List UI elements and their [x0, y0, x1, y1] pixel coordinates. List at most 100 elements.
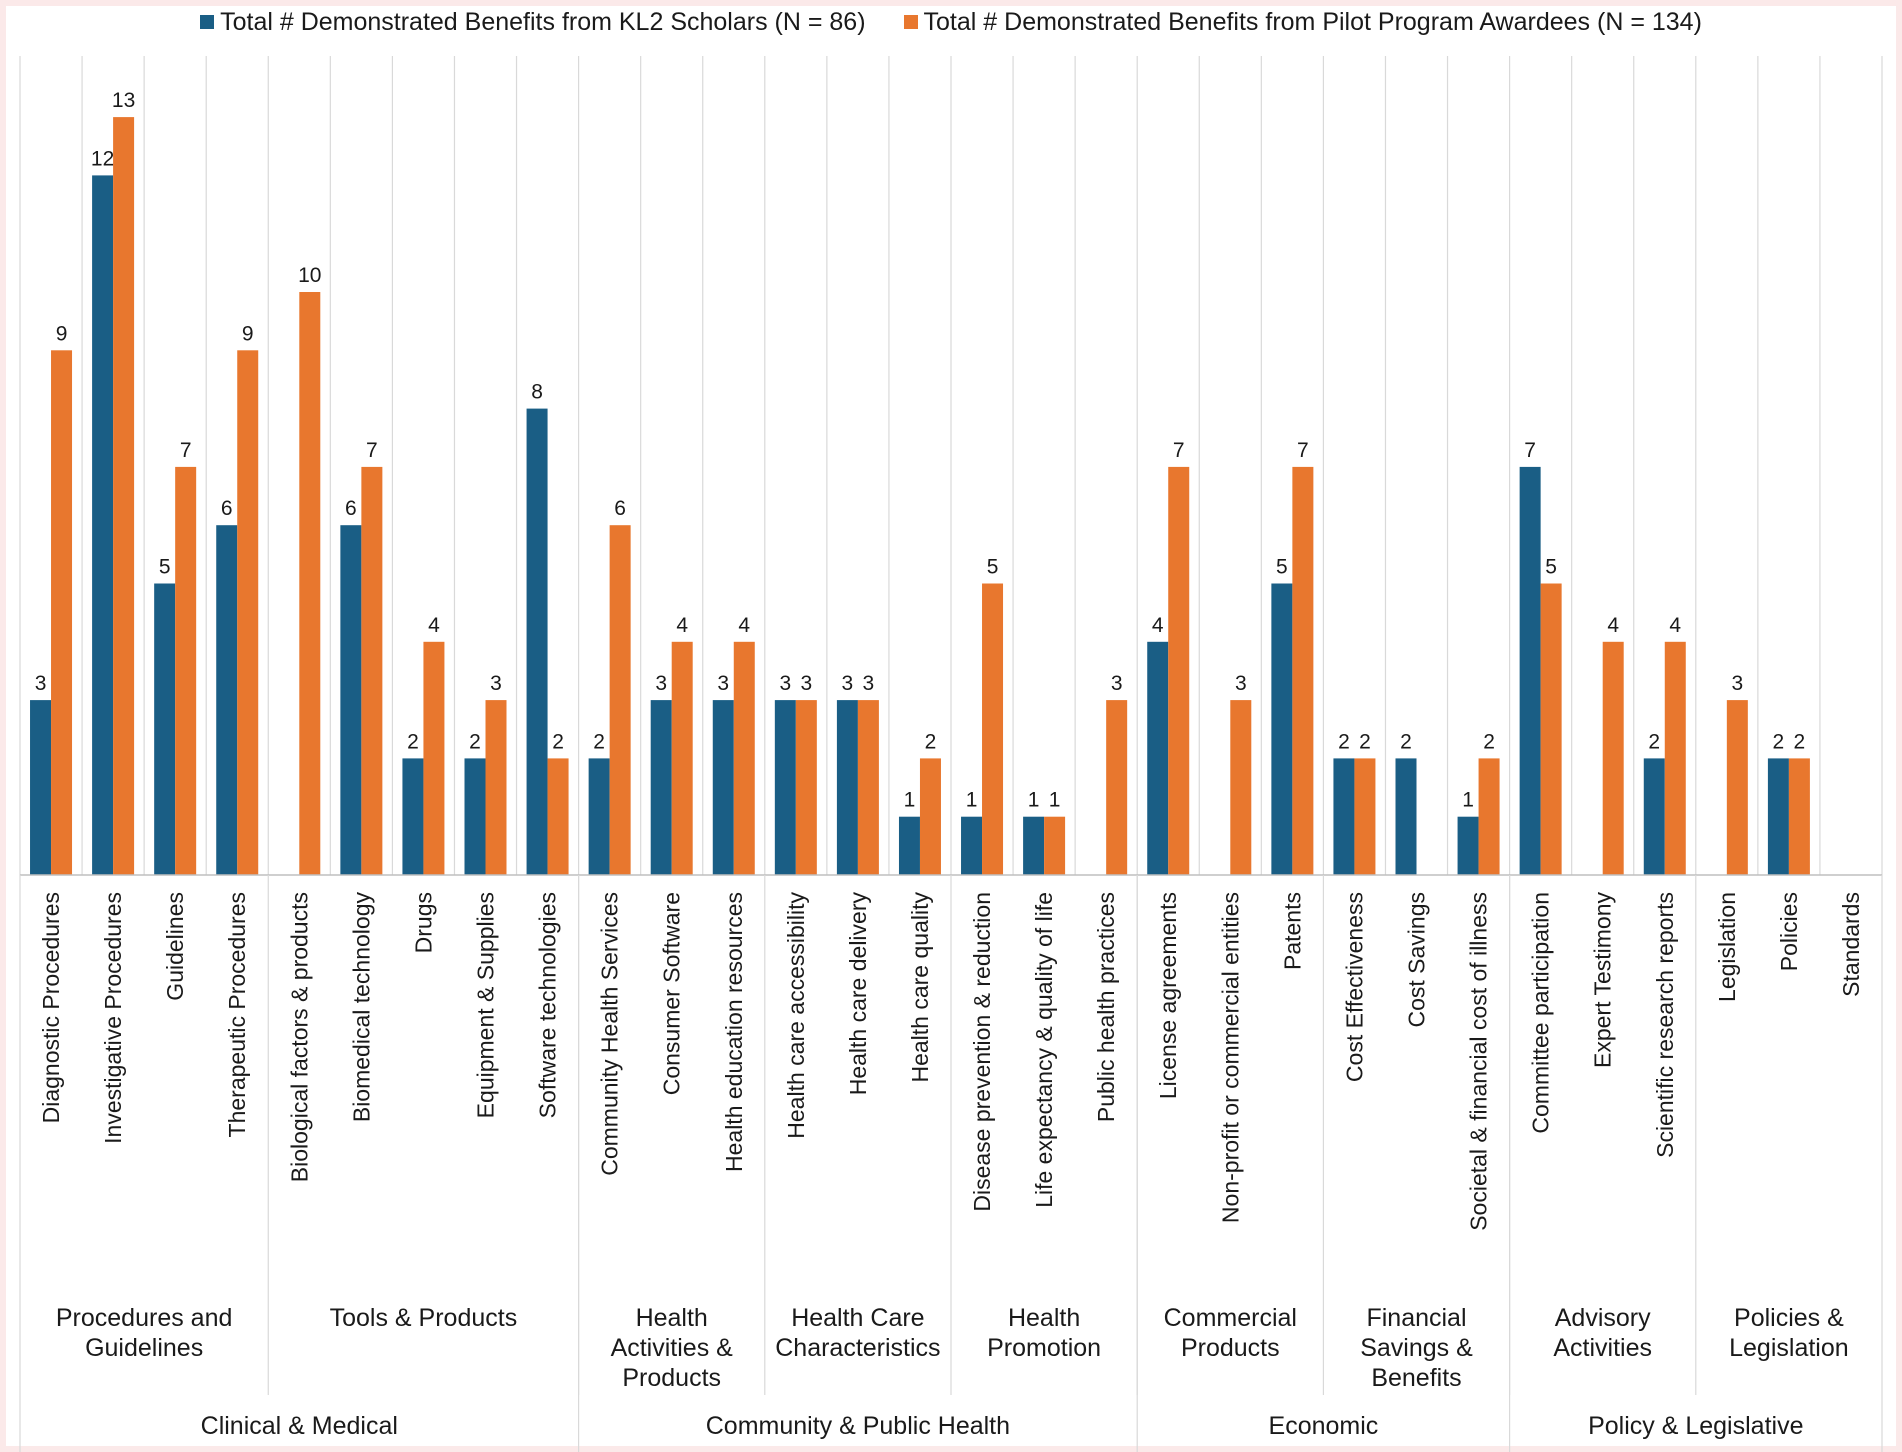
- category-tick-label: Societal & financial cost of illness: [1466, 892, 1492, 1231]
- data-label-pilot: 3: [863, 672, 875, 695]
- bar-pilot: [175, 466, 197, 875]
- subgroup-label: Characteristics: [775, 1334, 940, 1362]
- bar-pilot: [919, 758, 941, 875]
- bar-kl2: [774, 700, 796, 875]
- category-tick-label: Software technologies: [535, 892, 561, 1118]
- category-tick-label: Non-profit or commercial entities: [1217, 892, 1243, 1223]
- bar-pilot: [1354, 758, 1376, 875]
- subgroup-label: Legislation: [1729, 1334, 1849, 1362]
- legend-swatch-kl2: [200, 15, 215, 29]
- data-label-kl2: 2: [469, 730, 481, 753]
- bar-pilot: [1788, 758, 1810, 875]
- data-label-pilot: 4: [1607, 614, 1619, 637]
- category-tick-label: License agreements: [1155, 892, 1181, 1099]
- data-label-kl2: 2: [1648, 730, 1660, 753]
- data-label-kl2: 2: [1338, 730, 1350, 753]
- data-label-pilot: 5: [1545, 556, 1557, 579]
- group-label: Economic: [1269, 1412, 1379, 1440]
- data-label-pilot: 5: [987, 556, 999, 579]
- data-label-pilot: 2: [1483, 730, 1495, 753]
- category-tick-label: Diagnostic Procedures: [38, 892, 64, 1123]
- bar-pilot: [51, 350, 73, 875]
- bar-kl2: [650, 700, 672, 875]
- data-label-kl2: 7: [1524, 439, 1536, 462]
- bar-kl2: [1767, 758, 1789, 875]
- bar-kl2: [1457, 816, 1479, 875]
- legend-item-pilot[interactable]: Total # Demonstrated Benefits from Pilot…: [903, 7, 1702, 37]
- category-tick-label: Scientific research reports: [1652, 892, 1678, 1158]
- bar-kl2: [526, 408, 548, 875]
- category-tick-label: Committee participation: [1528, 892, 1554, 1134]
- bar-kl2: [712, 700, 734, 875]
- subgroup-label: Products: [622, 1364, 721, 1392]
- subgroup-label: Promotion: [987, 1334, 1101, 1362]
- bar-pilot: [1602, 641, 1624, 875]
- subgroup-label: Commercial: [1164, 1304, 1297, 1332]
- bar-pilot: [547, 758, 569, 875]
- bar-kl2: [154, 583, 176, 875]
- data-label-kl2: 2: [1400, 730, 1412, 753]
- data-label-kl2: 1: [1462, 789, 1474, 812]
- data-label-pilot: 3: [490, 672, 502, 695]
- subgroup-label: Financial: [1366, 1304, 1466, 1332]
- data-label-kl2: 5: [159, 556, 171, 579]
- bar-kl2: [588, 758, 610, 875]
- legend-item-kl2[interactable]: Total # Demonstrated Benefits from KL2 S…: [200, 7, 866, 37]
- bar-pilot: [795, 700, 817, 875]
- data-label-pilot: 13: [112, 89, 135, 112]
- data-label-kl2: 8: [531, 381, 543, 404]
- bar-pilot: [113, 117, 135, 876]
- bar-kl2: [898, 816, 920, 875]
- data-label-pilot: 4: [1669, 614, 1681, 637]
- data-label-pilot: 2: [1794, 730, 1806, 753]
- group-label: Policy & Legislative: [1588, 1412, 1803, 1440]
- bar-kl2: [464, 758, 486, 875]
- bar-kl2: [1519, 466, 1541, 875]
- category-tick-label: Investigative Procedures: [100, 892, 126, 1144]
- category-tick-label: Health care quality: [907, 892, 933, 1083]
- data-label-kl2: 2: [1773, 730, 1785, 753]
- category-tick-label: Policies: [1776, 892, 1802, 971]
- subgroup-label: Procedures and: [56, 1304, 233, 1332]
- bar-kl2: [92, 175, 114, 875]
- category-tick-label: Biomedical technology: [348, 892, 374, 1123]
- category-tick-label: Guidelines: [162, 892, 188, 1001]
- subgroup-label: Benefits: [1371, 1364, 1461, 1392]
- data-label-pilot: 10: [298, 264, 321, 287]
- legend-label-kl2: Total # Demonstrated Benefits from KL2 S…: [220, 7, 866, 36]
- category-tick-label: Public health practices: [1093, 892, 1119, 1122]
- data-label-pilot: 9: [56, 322, 68, 345]
- group-label: Clinical & Medical: [201, 1412, 398, 1440]
- bar-kl2: [216, 525, 238, 875]
- subgroup-label: Savings &: [1360, 1334, 1473, 1362]
- subgroup-label: Health: [1008, 1304, 1080, 1332]
- bar-pilot: [1478, 758, 1500, 875]
- legend: Total # Demonstrated Benefits from KL2 S…: [0, 4, 1902, 40]
- bar-kl2: [961, 816, 983, 875]
- bar-pilot: [1106, 700, 1128, 875]
- bar-pilot: [299, 292, 321, 875]
- bar-pilot: [1726, 700, 1748, 875]
- category-tick-label: Biological factors & products: [286, 892, 312, 1182]
- bar-pilot: [671, 641, 693, 875]
- data-label-pilot: 7: [366, 439, 378, 462]
- data-label-pilot: 4: [738, 614, 750, 637]
- data-label-kl2: 6: [221, 497, 233, 520]
- data-label-pilot: 4: [676, 614, 688, 637]
- bar-pilot: [1664, 641, 1686, 875]
- subgroup-label: Health: [636, 1304, 708, 1332]
- category-tick-label: Life expectancy & quality of life: [1031, 892, 1057, 1208]
- data-label-pilot: 7: [180, 439, 192, 462]
- bar-kl2: [1643, 758, 1665, 875]
- data-label-pilot: 1: [1049, 789, 1061, 812]
- bar-pilot: [1230, 700, 1252, 875]
- bar-kl2: [836, 700, 858, 875]
- data-label-kl2: 5: [1276, 556, 1288, 579]
- data-label-kl2: 2: [593, 730, 605, 753]
- subgroup-label: Tools & Products: [330, 1304, 518, 1332]
- data-label-pilot: 2: [552, 730, 564, 753]
- legend-label-pilot: Total # Demonstrated Benefits from Pilot…: [923, 7, 1702, 36]
- bar-kl2: [340, 525, 362, 875]
- category-tick-label: Patents: [1279, 892, 1305, 970]
